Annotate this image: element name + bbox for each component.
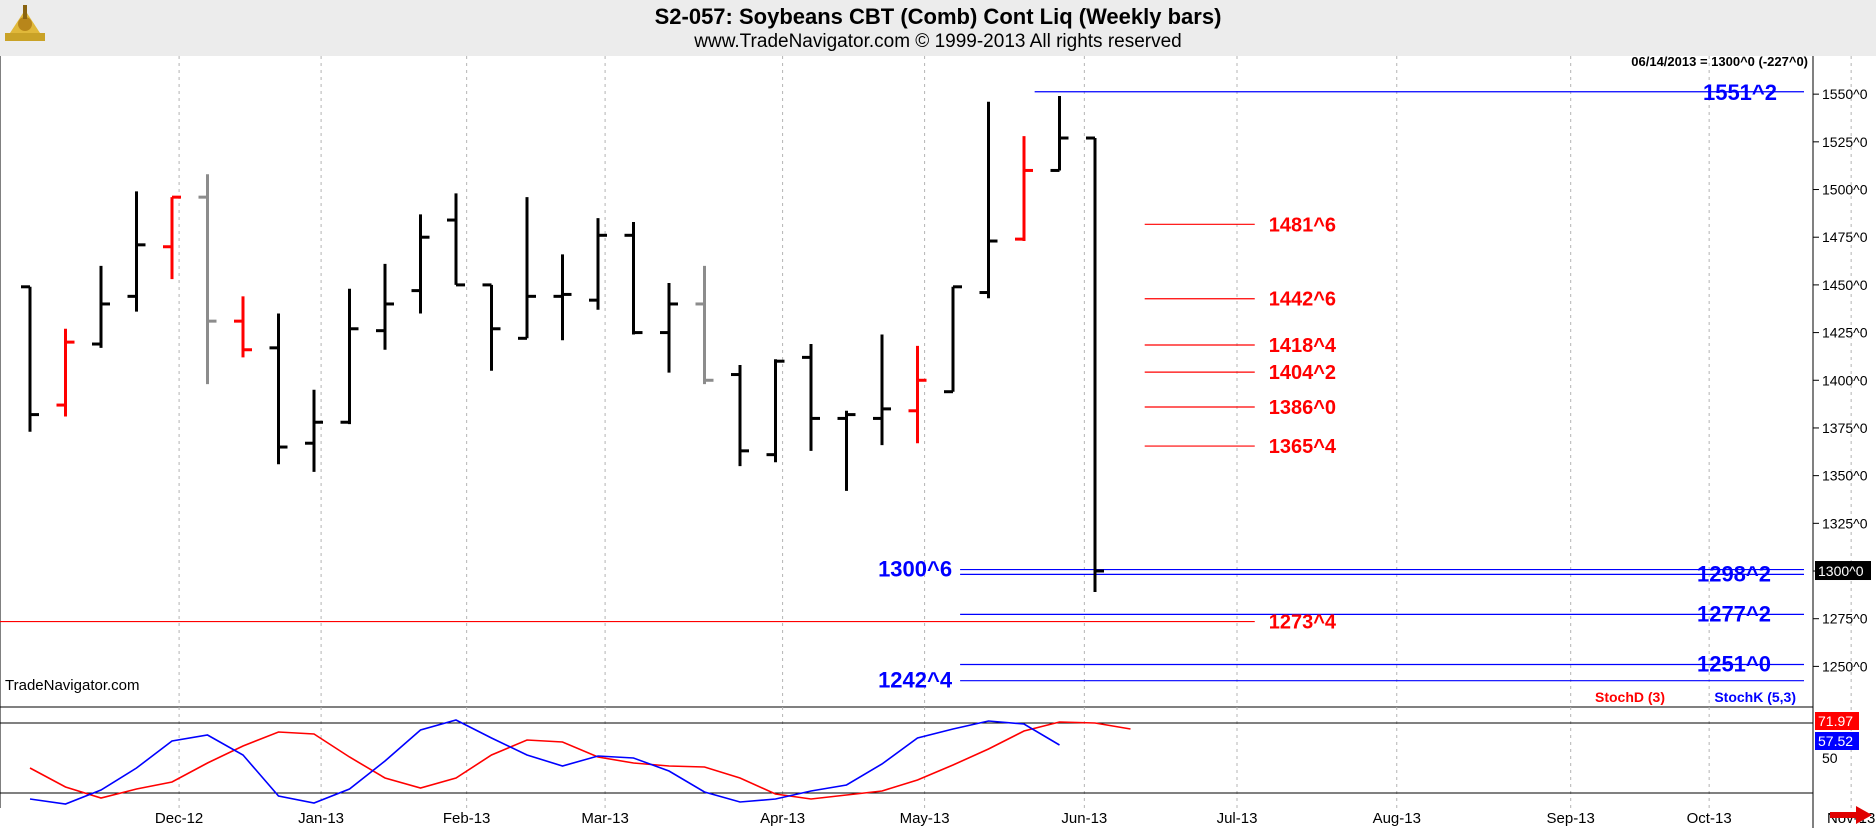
series-line-stochd bbox=[29, 721, 1131, 800]
y-tick-label: 1450^0 bbox=[1822, 277, 1868, 293]
ohlc-bar bbox=[340, 288, 359, 425]
level-label: 1300^6 bbox=[878, 557, 952, 582]
ohlc-bar bbox=[163, 195, 181, 280]
ohlc-bar bbox=[198, 174, 217, 385]
y-tick-label: 1525^0 bbox=[1822, 134, 1868, 150]
osc-y-tick-label: 50 bbox=[1822, 750, 1838, 766]
level-label: 1365^4 bbox=[1269, 436, 1337, 458]
ohlc-bar bbox=[589, 218, 607, 310]
y-tick-label: 1250^0 bbox=[1822, 658, 1868, 674]
osc-value-label: 71.97 bbox=[1818, 713, 1853, 729]
x-tick-label: Jun-13 bbox=[1061, 810, 1107, 827]
osc-value-badge bbox=[1815, 732, 1859, 750]
osc-value-label: 57.52 bbox=[1818, 733, 1853, 749]
osc-value-badge bbox=[1815, 712, 1859, 730]
ohlc-bar bbox=[873, 334, 891, 446]
ohlc-bar bbox=[944, 285, 962, 394]
y-tick-label: 1325^0 bbox=[1822, 515, 1868, 531]
y-tick-label: 1425^0 bbox=[1822, 325, 1868, 341]
last-price-label: 1300^0 bbox=[1818, 563, 1864, 579]
ohlc-bar bbox=[21, 285, 39, 432]
ohlc-bar bbox=[553, 254, 572, 341]
level-label: 1386^0 bbox=[1269, 397, 1336, 419]
x-tick-label: Mar-13 bbox=[581, 810, 629, 827]
ohlc-bar bbox=[269, 313, 288, 465]
level-label: 1404^2 bbox=[1269, 362, 1336, 384]
series-line-stochk bbox=[29, 719, 1060, 805]
x-tick-label: Aug-13 bbox=[1373, 810, 1421, 827]
ohlc-bar bbox=[234, 296, 252, 358]
ohlc-bar bbox=[660, 282, 678, 373]
y-tick-label: 1475^0 bbox=[1822, 229, 1868, 245]
level-label: 1442^6 bbox=[1269, 289, 1336, 311]
ohlc-bar bbox=[376, 263, 394, 350]
last-quote-label: 06/14/2013 = 1300^0 (-227^0) bbox=[1631, 54, 1808, 69]
level-label: 1418^4 bbox=[1269, 335, 1337, 357]
ohlc-bar bbox=[1050, 96, 1069, 172]
x-tick-label: Feb-13 bbox=[443, 810, 491, 827]
chart-title: S2-057: Soybeans CBT (Comb) Cont Liq (We… bbox=[654, 4, 1222, 29]
x-tick-label: Dec-12 bbox=[155, 810, 203, 827]
level-label: 1298^2 bbox=[1697, 561, 1771, 586]
y-tick-label: 1400^0 bbox=[1822, 372, 1868, 388]
level-label: 1251^0 bbox=[1697, 651, 1771, 676]
level-label: 1273^4 bbox=[1269, 612, 1337, 634]
y-tick-label: 1550^0 bbox=[1822, 86, 1868, 102]
level-label: 1551^2 bbox=[1703, 80, 1777, 105]
watermark-label: TradeNavigator.com bbox=[5, 677, 140, 694]
ohlc-bar bbox=[979, 101, 998, 299]
x-tick-label: Sep-13 bbox=[1547, 810, 1595, 827]
ohlc-bar bbox=[837, 410, 856, 491]
ohlc-bar bbox=[518, 197, 536, 340]
y-tick-label: 1500^0 bbox=[1822, 182, 1868, 198]
x-tick-label: Apr-13 bbox=[760, 810, 805, 827]
level-label: 1277^2 bbox=[1697, 601, 1771, 626]
ohlc-bar bbox=[56, 328, 75, 417]
ohlc-bar bbox=[731, 365, 749, 467]
ohlc-bar bbox=[127, 191, 146, 312]
ohlc-bar bbox=[447, 193, 465, 287]
legend-stochk: StochK (5,3) bbox=[1714, 689, 1796, 705]
x-tick-label: Jan-13 bbox=[298, 810, 344, 827]
ohlc-bar bbox=[908, 345, 927, 444]
ohlc-bar bbox=[695, 265, 714, 385]
ohlc-bar bbox=[411, 214, 430, 314]
x-tick-label: Jul-13 bbox=[1217, 810, 1258, 827]
level-label: 1481^6 bbox=[1269, 214, 1336, 236]
ohlc-bar bbox=[1015, 136, 1033, 242]
ohlc-bar bbox=[482, 283, 501, 371]
trade-navigator-logo-icon bbox=[5, 5, 45, 41]
x-tick-label: May-13 bbox=[900, 810, 950, 827]
ohlc-bar bbox=[92, 265, 110, 348]
y-tick-label: 1350^0 bbox=[1822, 468, 1868, 484]
level-label: 1242^4 bbox=[878, 668, 953, 693]
ohlc-bar bbox=[802, 344, 820, 451]
ohlc-bar bbox=[624, 221, 643, 335]
chart-subtitle: www.TradeNavigator.com © 1999-2013 All r… bbox=[694, 31, 1182, 52]
last-price-badge bbox=[1815, 561, 1871, 581]
scroll-right-arrow-icon[interactable] bbox=[1830, 806, 1872, 824]
y-tick-label: 1375^0 bbox=[1822, 420, 1868, 436]
x-tick-label: Oct-13 bbox=[1687, 810, 1732, 827]
chart-header bbox=[0, 0, 1876, 56]
ohlc-bar bbox=[766, 359, 785, 463]
y-tick-label: 1275^0 bbox=[1822, 611, 1868, 627]
ohlc-bar bbox=[305, 389, 323, 472]
legend-stochd: StochD (3) bbox=[1595, 689, 1665, 705]
ohlc-bar bbox=[1086, 136, 1104, 592]
